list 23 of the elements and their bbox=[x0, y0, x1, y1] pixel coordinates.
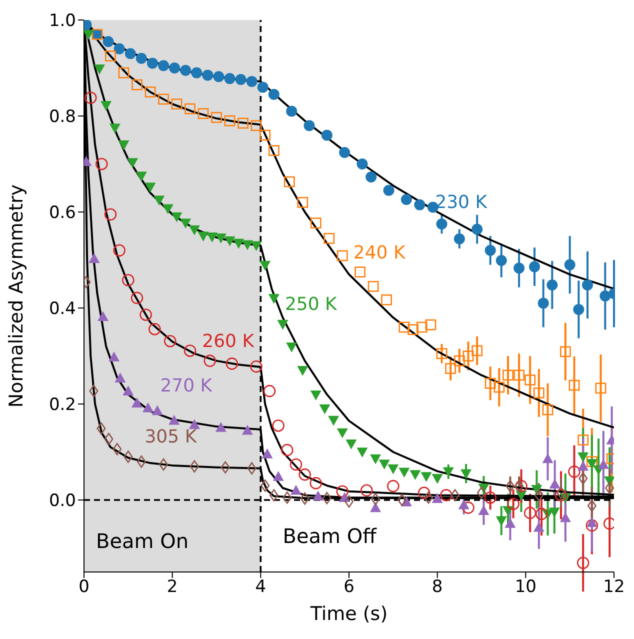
x-tick-label: 0 bbox=[78, 577, 90, 598]
x-axis-title: Time (s) bbox=[309, 603, 388, 625]
series-label: 260 K bbox=[202, 331, 256, 352]
x-tick-label: 8 bbox=[432, 577, 443, 598]
series-label: 240 K bbox=[353, 242, 406, 264]
band-label: Beam On bbox=[96, 529, 189, 553]
annotation: Beam Off bbox=[282, 524, 378, 548]
y-axis-title: Normalized Asymmetry bbox=[6, 184, 28, 408]
x-tick-label: 6 bbox=[344, 577, 354, 598]
series-label: 250 K bbox=[284, 294, 338, 316]
y-tick-label: 0.6 bbox=[48, 203, 76, 224]
series-label: 270 K bbox=[160, 376, 214, 397]
y-tick-label: 0.0 bbox=[48, 491, 76, 512]
x-tick-label: 10 bbox=[514, 577, 536, 598]
series-label: 305 K bbox=[144, 426, 198, 448]
x-tick-label: 4 bbox=[255, 577, 266, 598]
y-tick-label: 0.4 bbox=[48, 299, 76, 320]
x-tick-label: 12 bbox=[603, 577, 625, 598]
x-tick-label: 2 bbox=[166, 577, 178, 598]
series-label: 230 K bbox=[435, 192, 488, 213]
y-tick-label: 0.8 bbox=[48, 107, 76, 128]
y-tick-label: 1.0 bbox=[48, 11, 76, 32]
y-tick-label: 0.2 bbox=[48, 395, 76, 416]
